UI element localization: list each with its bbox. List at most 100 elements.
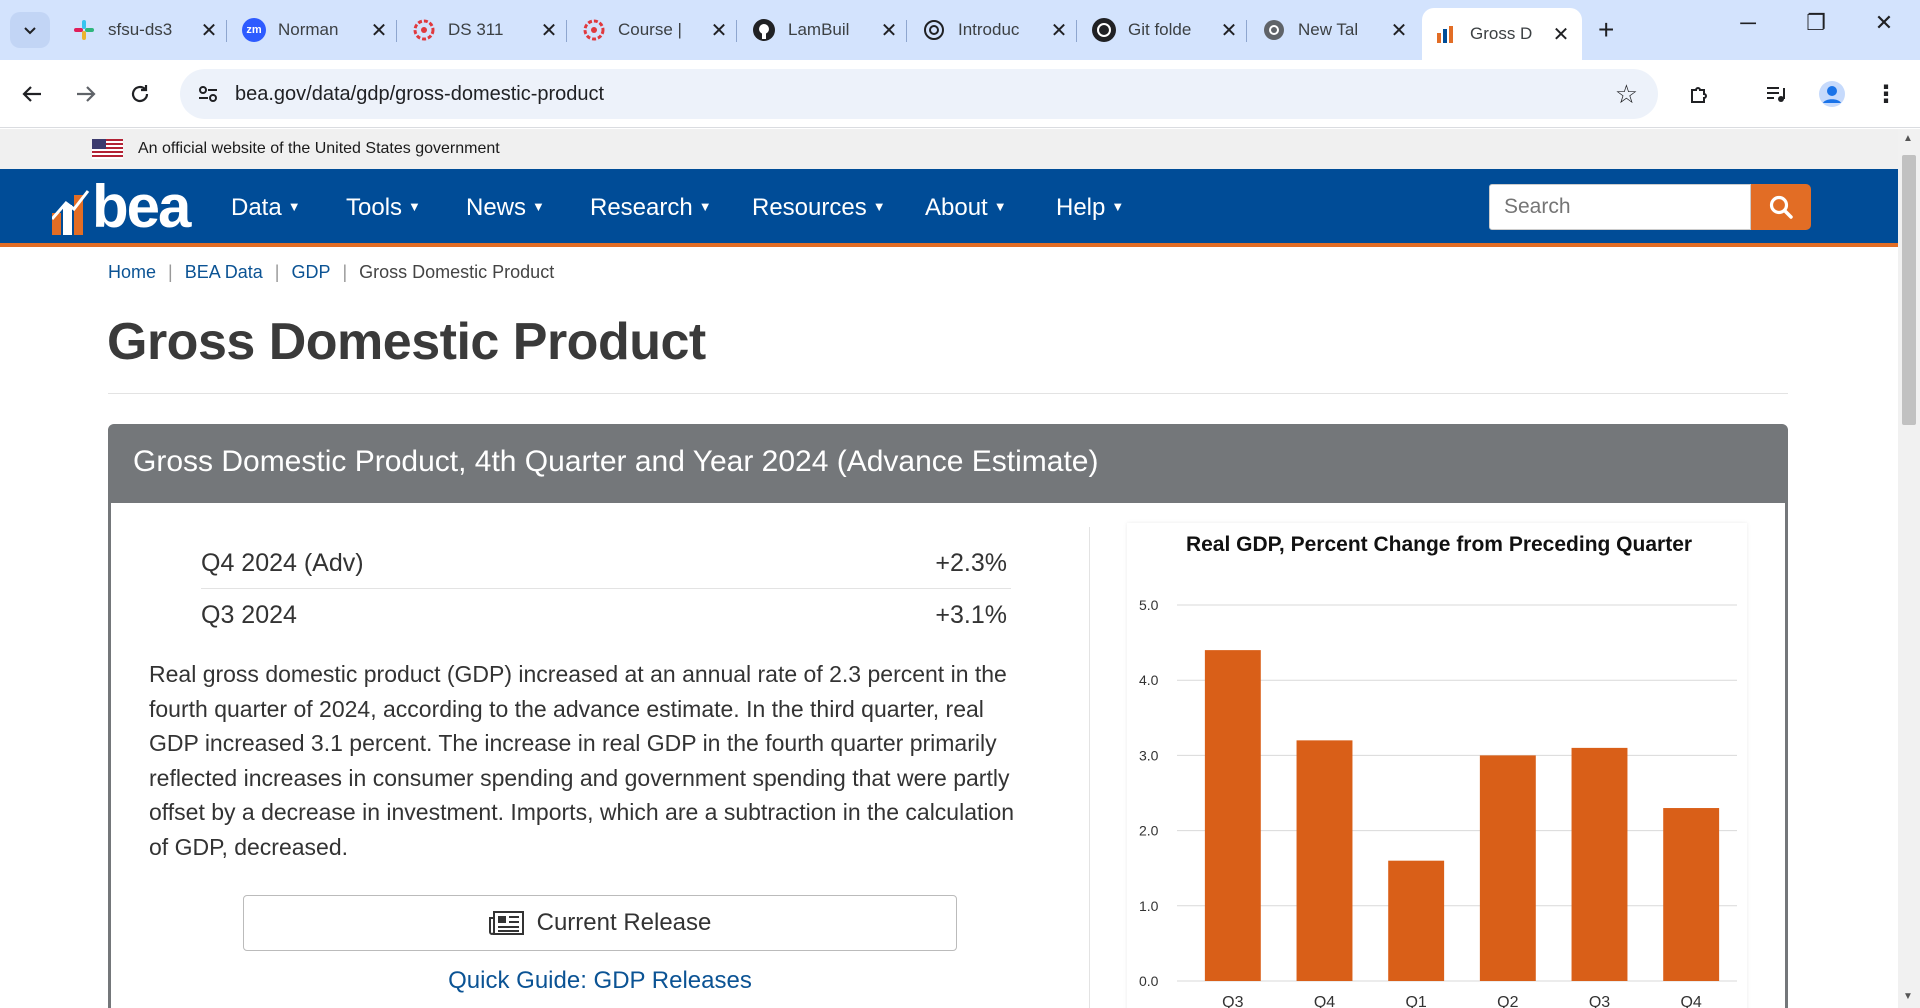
us-flag-icon — [92, 139, 123, 159]
minimize-button[interactable]: ─ — [1740, 10, 1756, 35]
arrow-left-icon — [22, 86, 41, 102]
breadcrumb: Home | BEA Data | GDP | Gross Domestic P… — [108, 262, 555, 282]
gdp-chart: Real GDP, Percent Change from Preceding … — [1127, 523, 1747, 1008]
site-navbar: bea Data ▼ Tools ▼ News ▼ Research ▼ Resourc… — [0, 169, 1898, 247]
stat-value: +2.3% — [935, 549, 1007, 577]
restore-button[interactable]: ❐ — [1806, 10, 1826, 35]
y-tick-label: 0.0 — [1139, 973, 1159, 989]
current-release-label: Current Release — [536, 909, 712, 936]
quick-guide-link[interactable]: Quick Guide: GDP Releases — [448, 967, 752, 994]
browser-tab[interactable]: zm Norman ✕ — [230, 8, 400, 52]
tab-search-button[interactable] — [10, 12, 50, 48]
nav-tools[interactable]: Tools ▼ — [346, 194, 421, 221]
tab-label: DS 311 — [448, 20, 504, 39]
bea-logo[interactable]: bea — [52, 173, 191, 240]
browser-tab-active[interactable]: Gross D ✕ — [1422, 8, 1582, 60]
reload-icon — [131, 85, 149, 103]
panel-title: Gross Domestic Product, 4th Quarter and … — [133, 445, 1099, 478]
site-settings-icon[interactable] — [196, 82, 220, 111]
scroll-up-icon[interactable]: ▲ — [1903, 133, 1913, 144]
browser-tab[interactable]: sfsu-ds3 ✕ — [60, 8, 230, 52]
canvas-icon — [582, 18, 606, 42]
url-text: bea.gov/data/gdp/gross-domestic-product — [235, 83, 605, 105]
breadcrumb-bea-data[interactable]: BEA Data — [184, 262, 263, 282]
tab-label: New Tal — [1298, 20, 1359, 39]
search-button[interactable] — [1751, 184, 1811, 230]
browser-tab[interactable]: DS 311 ✕ — [400, 8, 570, 52]
x-tick-label: Q1 — [1405, 994, 1426, 1008]
puzzle-icon — [1691, 87, 1707, 103]
bea-icon — [1434, 22, 1458, 46]
close-icon[interactable]: ✕ — [200, 19, 218, 42]
profile-button[interactable] — [1814, 76, 1850, 112]
stat-row: Q4 2024 (Adv) +2.3% — [201, 537, 1011, 589]
close-icon[interactable]: ✕ — [370, 19, 388, 42]
scroll-down-icon[interactable]: ▼ — [1903, 991, 1913, 1002]
stat-label: Q4 2024 (Adv) — [201, 549, 364, 577]
close-icon[interactable]: ✕ — [540, 19, 558, 42]
browser-tab[interactable]: New Tal ✕ — [1250, 8, 1420, 52]
github-icon — [752, 18, 776, 42]
slack-icon — [72, 18, 96, 42]
search-input[interactable]: Search — [1489, 184, 1751, 230]
browser-tab[interactable]: Course | ✕ — [570, 8, 740, 52]
y-tick-label: 5.0 — [1139, 597, 1159, 613]
caret-down-icon: ▼ — [408, 199, 421, 214]
browser-menu-button[interactable]: ⋮ — [1874, 80, 1898, 108]
nav-resources[interactable]: Resources ▼ — [752, 194, 886, 221]
gdp-bar-chart: Real GDP, Percent Change from Preceding … — [1139, 533, 1737, 1008]
caret-down-icon: ▼ — [1111, 199, 1125, 214]
tab-label: LamBuil — [788, 20, 850, 39]
bookmark-star-icon[interactable]: ☆ — [1614, 79, 1638, 109]
close-icon[interactable]: ✕ — [1220, 19, 1238, 42]
tab-label: Introduc — [958, 20, 1020, 39]
window-close-button[interactable]: ✕ — [1874, 10, 1894, 35]
browser-tab[interactable]: Git folde ✕ — [1080, 8, 1250, 52]
x-tick-label: Q4 — [1314, 994, 1335, 1008]
close-icon[interactable]: ✕ — [1390, 19, 1408, 42]
tab-label: Git folde — [1128, 20, 1192, 39]
address-bar[interactable]: bea.gov/data/gdp/gross-domestic-product … — [180, 69, 1658, 119]
page-scrollbar[interactable]: ▲ ▼ — [1898, 129, 1920, 1008]
stat-row: Q3 2024 +3.1% — [201, 589, 1011, 641]
reload-button[interactable] — [122, 76, 158, 112]
close-icon[interactable]: ✕ — [1050, 19, 1068, 42]
breadcrumb-home[interactable]: Home — [108, 262, 157, 282]
bea-logo-mark — [52, 190, 90, 235]
y-tick-label: 4.0 — [1139, 672, 1159, 688]
canvas-icon — [412, 18, 436, 42]
close-icon[interactable]: ✕ — [880, 19, 898, 42]
openai-icon — [922, 18, 946, 42]
tab-label: sfsu-ds3 — [108, 20, 172, 39]
browser-toolbar: bea.gov/data/gdp/gross-domestic-product … — [0, 60, 1920, 128]
close-icon[interactable]: ✕ — [710, 19, 728, 42]
nav-news[interactable]: News ▼ — [466, 194, 545, 221]
caret-down-icon: ▼ — [287, 199, 301, 214]
browser-tab[interactable]: LamBuil ✕ — [740, 8, 910, 52]
zoom-icon: zm — [242, 18, 266, 42]
new-tab-button[interactable]: + — [1598, 14, 1615, 45]
media-controls-button[interactable] — [1758, 76, 1794, 112]
divider — [108, 393, 1788, 394]
scrollbar-thumb[interactable] — [1902, 155, 1916, 425]
close-icon[interactable]: ✕ — [1552, 23, 1570, 46]
x-tick-label: Q3 — [1222, 994, 1243, 1008]
nav-research[interactable]: Research ▼ — [590, 194, 712, 221]
breadcrumb-gdp[interactable]: GDP — [291, 262, 331, 282]
chart-title: Real GDP, Percent Change from Preceding … — [1186, 533, 1692, 556]
browser-tab[interactable]: Introduc ✕ — [910, 8, 1080, 52]
browser-tab-strip: sfsu-ds3 ✕ zm Norman ✕ DS 311 ✕ Course |… — [0, 0, 1920, 60]
forward-button[interactable] — [68, 76, 104, 112]
tab-label: Gross D — [1470, 24, 1533, 43]
caret-down-icon: ▼ — [698, 199, 712, 214]
logo-text: bea — [92, 173, 191, 240]
nav-data[interactable]: Data ▼ — [231, 194, 301, 221]
nav-help[interactable]: Help ▼ — [1056, 194, 1125, 221]
back-button[interactable] — [14, 76, 50, 112]
stat-value: +3.1% — [935, 601, 1007, 629]
extensions-button[interactable] — [1682, 76, 1718, 112]
x-tick-label: Q3 — [1589, 994, 1610, 1008]
y-tick-label: 3.0 — [1139, 747, 1159, 763]
current-release-button[interactable]: Current Release — [243, 895, 957, 951]
nav-about[interactable]: About ▼ — [925, 194, 1007, 221]
